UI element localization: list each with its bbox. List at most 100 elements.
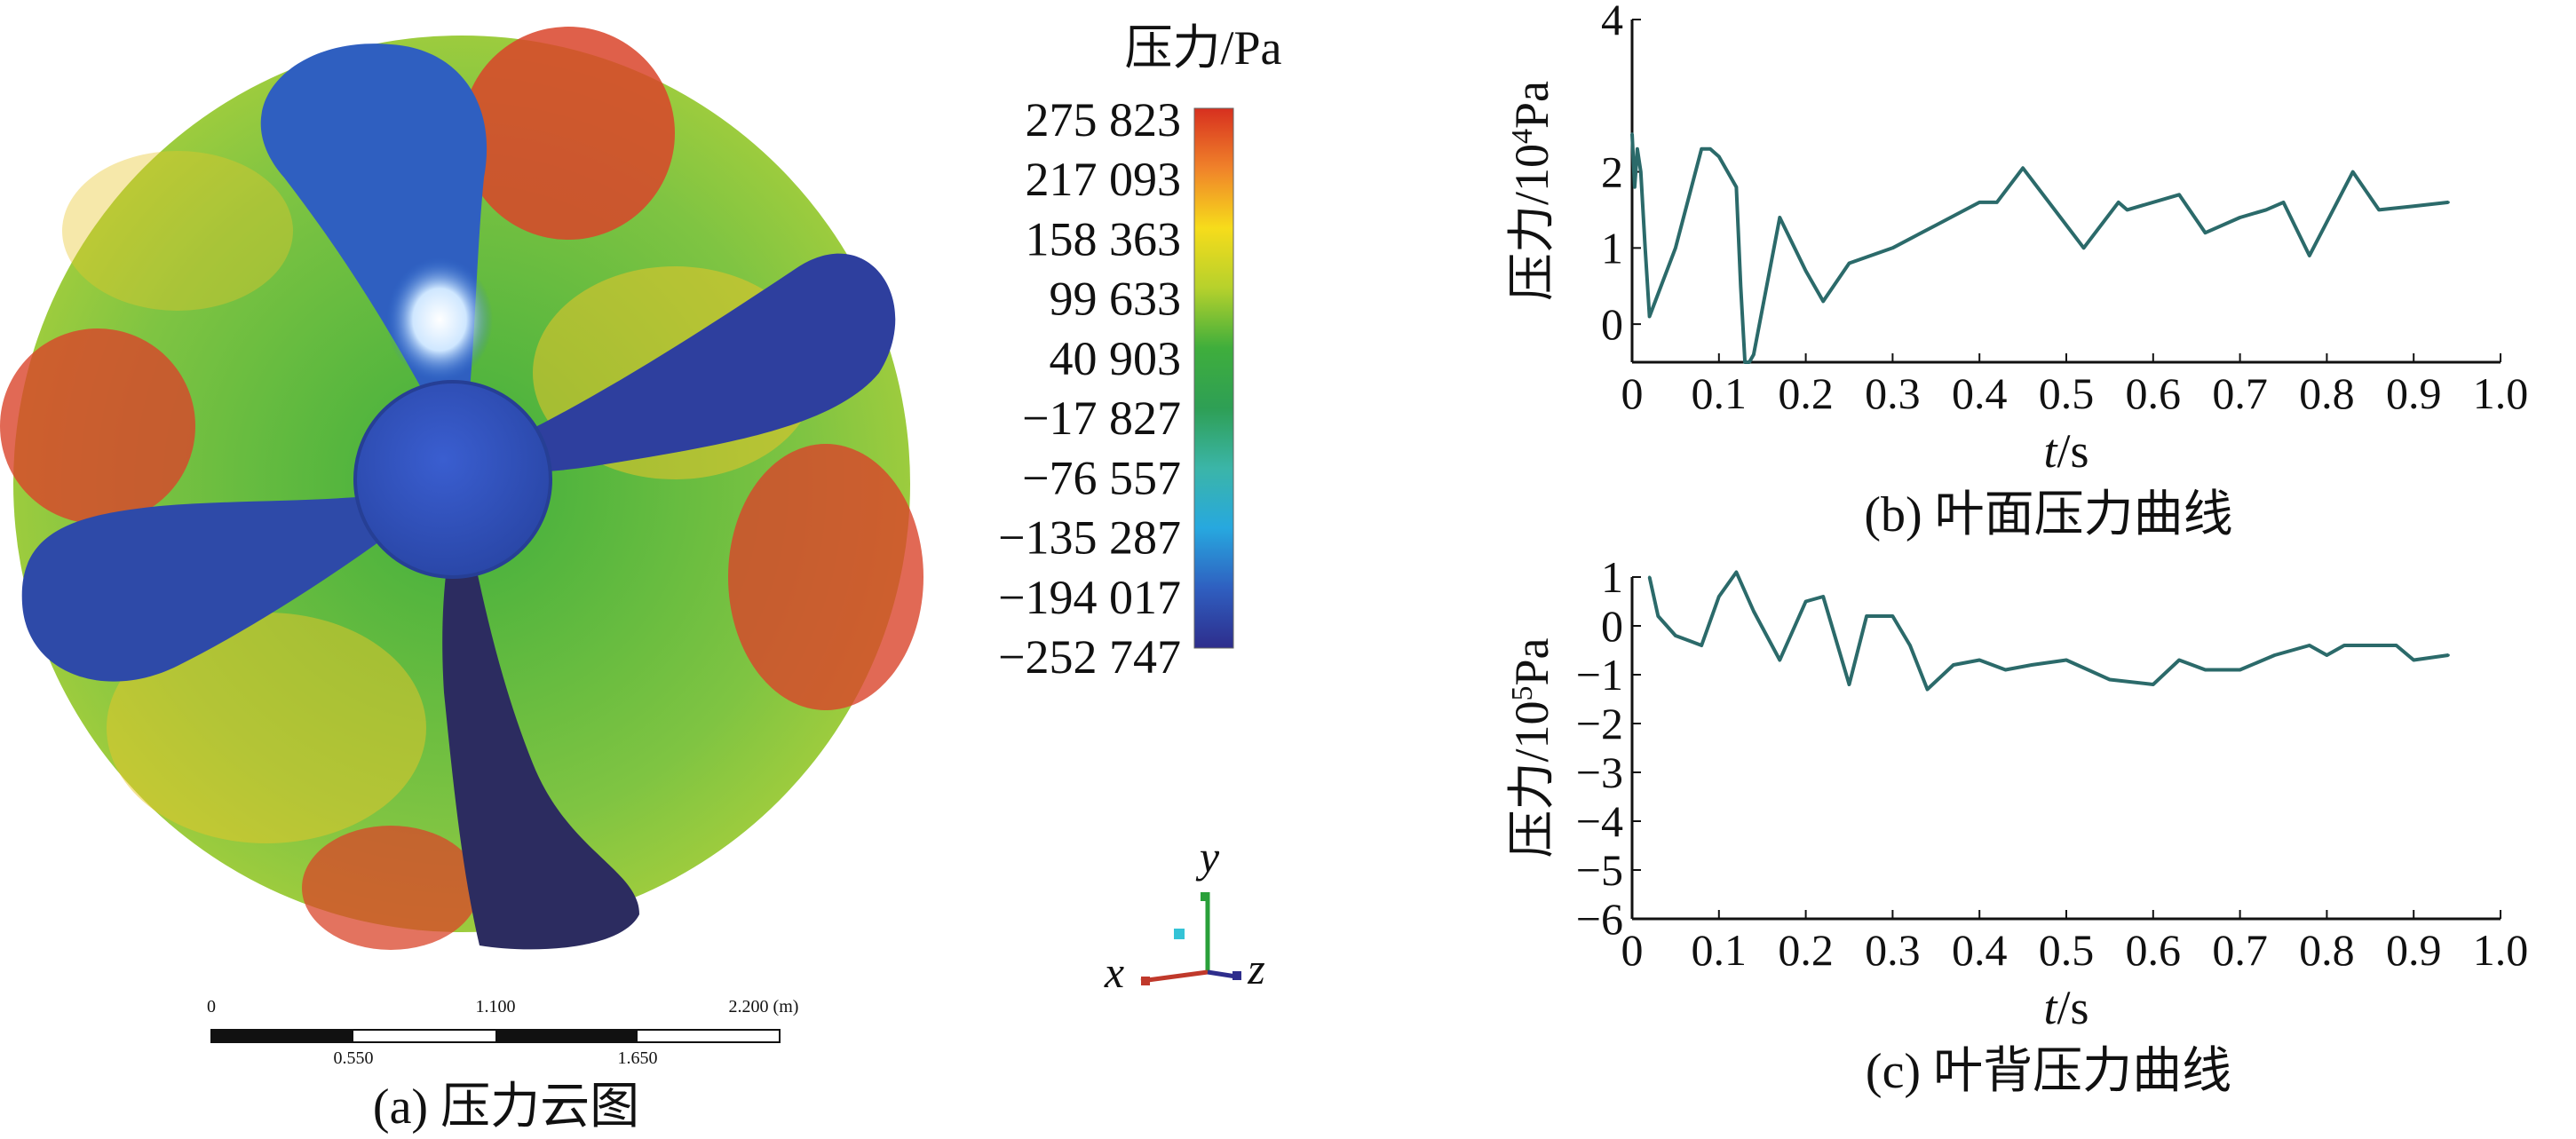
x-tick-label: 0.8 [2299, 368, 2355, 418]
y-tick-label: −4 [1576, 796, 1623, 846]
data-point [2065, 659, 2068, 661]
x-tick-label: 0 [1621, 925, 1644, 975]
legend-value-label: −135 287 [998, 511, 1181, 565]
x-tick-label: 0.9 [2386, 925, 2442, 975]
data-point [1630, 132, 1634, 136]
data-point [1848, 683, 1851, 686]
triad-origin-marker [1174, 929, 1185, 939]
y-tick-label: 0 [1601, 299, 1623, 349]
data-point [2412, 659, 2415, 661]
data-point [1865, 614, 1868, 618]
data-point [1821, 595, 1825, 598]
legend-value-label: 217 093 [1026, 153, 1182, 206]
data-point [1644, 246, 1647, 249]
legend-value-label: −76 557 [1022, 451, 1181, 504]
data-point [2377, 644, 2381, 647]
pressure-contour-panel: 0 1.100 2.200 (m) 0.550 1.650 (a) 压力云图 [0, 27, 923, 1135]
data-point [1739, 284, 1742, 288]
data-point [2239, 216, 2242, 219]
data-point [1656, 614, 1660, 618]
y-tick-label: 4 [1601, 0, 1623, 44]
data-point [1700, 147, 1703, 151]
legend-value-label: −252 747 [998, 630, 1181, 684]
data-point [2021, 166, 2025, 170]
pressure-series-line [1647, 570, 2449, 692]
triad-x-marker [1141, 977, 1150, 985]
data-point [1752, 352, 1756, 356]
data-point [1633, 186, 1637, 189]
data-point [1890, 614, 1894, 618]
data-point [1636, 147, 1639, 151]
x-tick-label: 0.5 [2039, 368, 2095, 418]
x-tick-label: 0.4 [1952, 368, 2008, 418]
x-tick-label: 0.3 [1865, 925, 1921, 975]
data-point [2177, 659, 2181, 661]
hot-zone [728, 444, 923, 710]
data-point [2177, 193, 2181, 196]
data-point [1748, 360, 1751, 364]
hot-zone [302, 826, 480, 950]
x-tick-label: 0.9 [2386, 368, 2442, 418]
data-point [2152, 683, 2155, 686]
y-tick-label: −6 [1576, 894, 1623, 944]
warm-zone [62, 151, 293, 311]
legend-value-label: −194 017 [998, 571, 1181, 624]
data-point [1804, 269, 1808, 273]
x-tick-label: 0 [1621, 368, 1644, 418]
legend-value-label: 275 823 [1026, 93, 1182, 146]
triad-x-axis [1140, 969, 1209, 984]
data-point [2108, 678, 2112, 681]
legend-title: 压力/Pa [1124, 21, 1281, 75]
data-point [1908, 644, 1912, 647]
x-tick-label: 0.3 [1865, 368, 1921, 418]
data-point [1934, 224, 1938, 227]
x-tick-label: 0.2 [1778, 925, 1834, 975]
x-axis-label: t/s [2043, 981, 2089, 1034]
y-tick-label: −5 [1576, 845, 1623, 895]
x-tick-label: 0.8 [2299, 925, 2355, 975]
axes-triad: y x z [1104, 832, 1265, 997]
data-point [1717, 595, 1721, 598]
face-pressure-chart: 0 0.1 0.2 0.3 0.4 0.5 0.6 0.7 0.8 0.9 1.0 0 1 2 4 压力/10… [1505, 0, 2528, 542]
y-tick-label: 0 [1601, 601, 1623, 651]
blade-hotspot [386, 257, 493, 382]
x-tick-label: 1.0 [2473, 368, 2529, 418]
hot-zone [462, 27, 675, 240]
data-point [2412, 204, 2415, 208]
x-tick-label: 0.1 [1692, 368, 1748, 418]
data-point [1639, 170, 1643, 174]
y-axis-label: 压力/104Pa [1505, 81, 1558, 301]
blade-left [21, 479, 462, 682]
data-point [1700, 644, 1703, 647]
data-point [1926, 688, 1930, 691]
data-point [1674, 246, 1677, 249]
data-point [2377, 208, 2381, 211]
x-tick-label: 0.7 [2212, 368, 2268, 418]
hot-zone [0, 328, 195, 524]
y-axis-label: 压力/105Pa [1505, 637, 1558, 858]
data-point [2395, 644, 2398, 647]
color-legend: 压力/Pa 275 823 217 093 158 363 99 633 40 903 −… [998, 21, 1281, 684]
triad-z-marker [1233, 971, 1241, 980]
y-tick-label: −1 [1576, 650, 1623, 700]
x-axis-label: t/s [2043, 424, 2089, 478]
chart-caption: (b) 叶面压力曲线 [1864, 487, 2232, 542]
x-tick-label: 0.6 [2126, 925, 2182, 975]
legend-value-label: 158 363 [1026, 212, 1182, 265]
data-point [2264, 208, 2268, 211]
data-point [2351, 170, 2355, 174]
data-point [1978, 659, 1981, 661]
data-point [1648, 315, 1652, 319]
scale-label-bottom: 1.650 [618, 1048, 658, 1068]
x-tick-label: 0.7 [2212, 925, 2268, 975]
y-tick-label: 1 [1601, 223, 1623, 273]
x-tick-label: 0.5 [2039, 925, 2095, 975]
triad-z-axis [1207, 969, 1237, 979]
data-point [2203, 668, 2207, 671]
triad-y-label: y [1195, 832, 1220, 882]
data-point [2239, 668, 2242, 671]
data-point [1804, 600, 1808, 603]
data-point [1674, 634, 1677, 637]
triad-z-label: z [1247, 944, 1264, 993]
